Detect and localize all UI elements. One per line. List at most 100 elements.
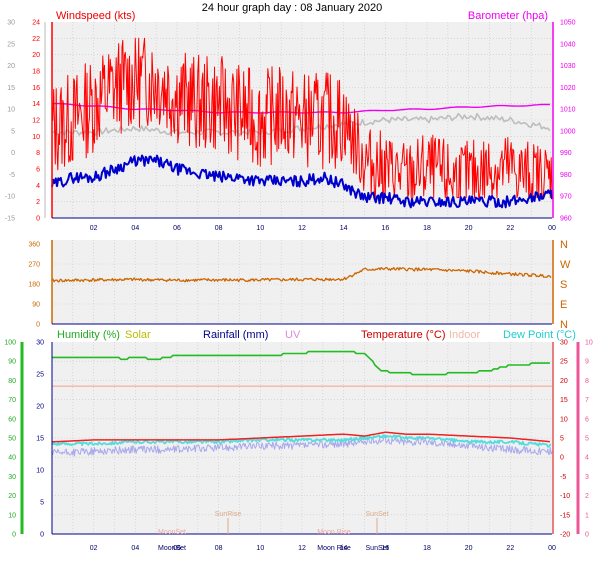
x-tick-label: 14: [340, 545, 348, 552]
direction-tick-label: 90: [32, 302, 40, 309]
solar-legend: Solar: [125, 329, 151, 341]
temperature-series: [51, 350, 553, 457]
barometer-axis-title: Barometer (hpa): [468, 10, 548, 22]
outer-tick-label: -10: [5, 194, 15, 201]
temperature-scale-tick-label: 1: [585, 512, 589, 519]
humidity-tick-label: 30: [8, 474, 16, 481]
windspeed-tick-label: 8: [36, 150, 40, 157]
x-tick-label: 22: [506, 225, 514, 232]
sunset-label: SunSet: [366, 511, 389, 518]
windspeed-tick-label: 16: [32, 85, 40, 92]
wind-panel: Windspeed (kts) Barometer (hpa) 30252015…: [5, 10, 576, 232]
dewpoint-line: [51, 434, 552, 448]
humidity-tick-label: 40: [8, 455, 16, 462]
x-tick-label: 12: [298, 545, 306, 552]
x-tick-label: 12: [298, 225, 306, 232]
graph-title: 24 hour graph day : 08 January 2020: [202, 2, 382, 14]
temperature-tick-label: 5: [560, 436, 564, 443]
temperature-line: [51, 431, 550, 443]
temperature-scale-tick-label: 4: [585, 455, 589, 462]
x-tick-label: 20: [465, 545, 473, 552]
windspeed-tick-label: 14: [32, 101, 40, 108]
humidity-tick-label: 100: [4, 340, 16, 347]
dewpoint-legend: Dew Point (°C): [503, 329, 576, 341]
solar-tick-label: 15: [36, 436, 44, 443]
temperature-tick-label: -15: [560, 512, 570, 519]
x-tick-label: 16: [381, 545, 389, 552]
sunset-axis-label: SunSet: [366, 545, 389, 552]
temperature-scale-tick-label: 10: [585, 340, 593, 347]
wind-average-line: [51, 154, 553, 209]
barometer-tick-label: 1050: [560, 20, 576, 27]
windspeed-tick-label: 2: [36, 199, 40, 206]
rainfall-legend: Rainfall (mm): [203, 329, 268, 341]
indoor-legend: Indoor: [449, 329, 481, 341]
direction-tick-label: 270: [28, 262, 40, 269]
solar-tick-label: 30: [36, 340, 44, 347]
compass-label: E: [560, 299, 567, 311]
x-tick-label: 00: [548, 225, 556, 232]
humidity-tick-label: 70: [8, 397, 16, 404]
outer-tick-label: 25: [7, 41, 15, 48]
outer-tick-label: 20: [7, 63, 15, 70]
windspeed-tick-label: 10: [32, 134, 40, 141]
solar-tick-label: 0: [40, 532, 44, 539]
windspeed-tick-label: 22: [32, 36, 40, 43]
outer-tick-label: 5: [11, 128, 15, 135]
x-tick-label: 08: [215, 225, 223, 232]
humidity-tick-label: 60: [8, 416, 16, 423]
barometer-tick-label: 1020: [560, 85, 576, 92]
wind-direction-line: [51, 266, 552, 283]
windspeed-line: [51, 37, 553, 199]
x-tick-label: 10: [256, 225, 264, 232]
windspeed-axis-title: Windspeed (kts): [56, 10, 135, 22]
humidity-tick-label: 80: [8, 378, 16, 385]
x-tick-label: 04: [131, 545, 139, 552]
temperature-scale-tick-label: 3: [585, 474, 589, 481]
direction-tick-label: 360: [28, 242, 40, 249]
temperature-legend: Temperature (°C): [361, 329, 445, 341]
temperature-tick-label: 15: [560, 397, 568, 404]
moonrise-label: Moon Rise: [317, 529, 351, 536]
x-tick-label: 04: [131, 225, 139, 232]
humidity-tick-label: 10: [8, 512, 16, 519]
windspeed-tick-label: 6: [36, 167, 40, 174]
outer-tick-label: 30: [7, 20, 15, 27]
temperature-tick-label: 25: [560, 359, 568, 366]
sunrise-label: SunRise: [215, 511, 242, 518]
outer-tick-label: 0: [11, 150, 15, 157]
windspeed-tick-label: 24: [32, 20, 40, 27]
x-tick-label: 00: [548, 545, 556, 552]
humidity-legend: Humidity (%): [57, 329, 120, 341]
temperature-tick-label: -10: [560, 493, 570, 500]
outer-tick-label: 15: [7, 85, 15, 92]
moonset-label: MoonSet: [158, 529, 186, 536]
x-tick-label: 20: [465, 225, 473, 232]
x-tick-label: 22: [506, 545, 514, 552]
temperature-scale-tick-label: 0: [585, 532, 589, 539]
moonrise-axis-label: Moon Rise: [317, 545, 351, 552]
temperature-tick-label: -20: [560, 532, 570, 539]
compass-label: N: [560, 319, 568, 331]
temperature-tick-label: -5: [560, 474, 566, 481]
direction-grid: [52, 240, 552, 324]
barometer-tick-label: 1040: [560, 41, 576, 48]
x-tick-label: 06: [173, 545, 181, 552]
moonset-axis-label: MoonSet: [158, 545, 186, 552]
barometer-line: [51, 102, 550, 114]
x-tick-label: 02: [90, 545, 98, 552]
temperature-scale-tick-label: 8: [585, 378, 589, 385]
humidity-tick-label: 0: [12, 532, 16, 539]
barometer-tick-label: 970: [560, 194, 572, 201]
compass-label: S: [560, 279, 567, 291]
x-tick-label: 06: [173, 225, 181, 232]
humidity-band-line: [51, 435, 553, 457]
windspeed-tick-label: 12: [32, 118, 40, 125]
windspeed-tick-label: 20: [32, 52, 40, 59]
windspeed-tick-label: 0: [36, 216, 40, 223]
direction-tick-label: 0: [36, 322, 40, 329]
temperature-tick-label: 30: [560, 340, 568, 347]
x-tick-label: 16: [381, 225, 389, 232]
